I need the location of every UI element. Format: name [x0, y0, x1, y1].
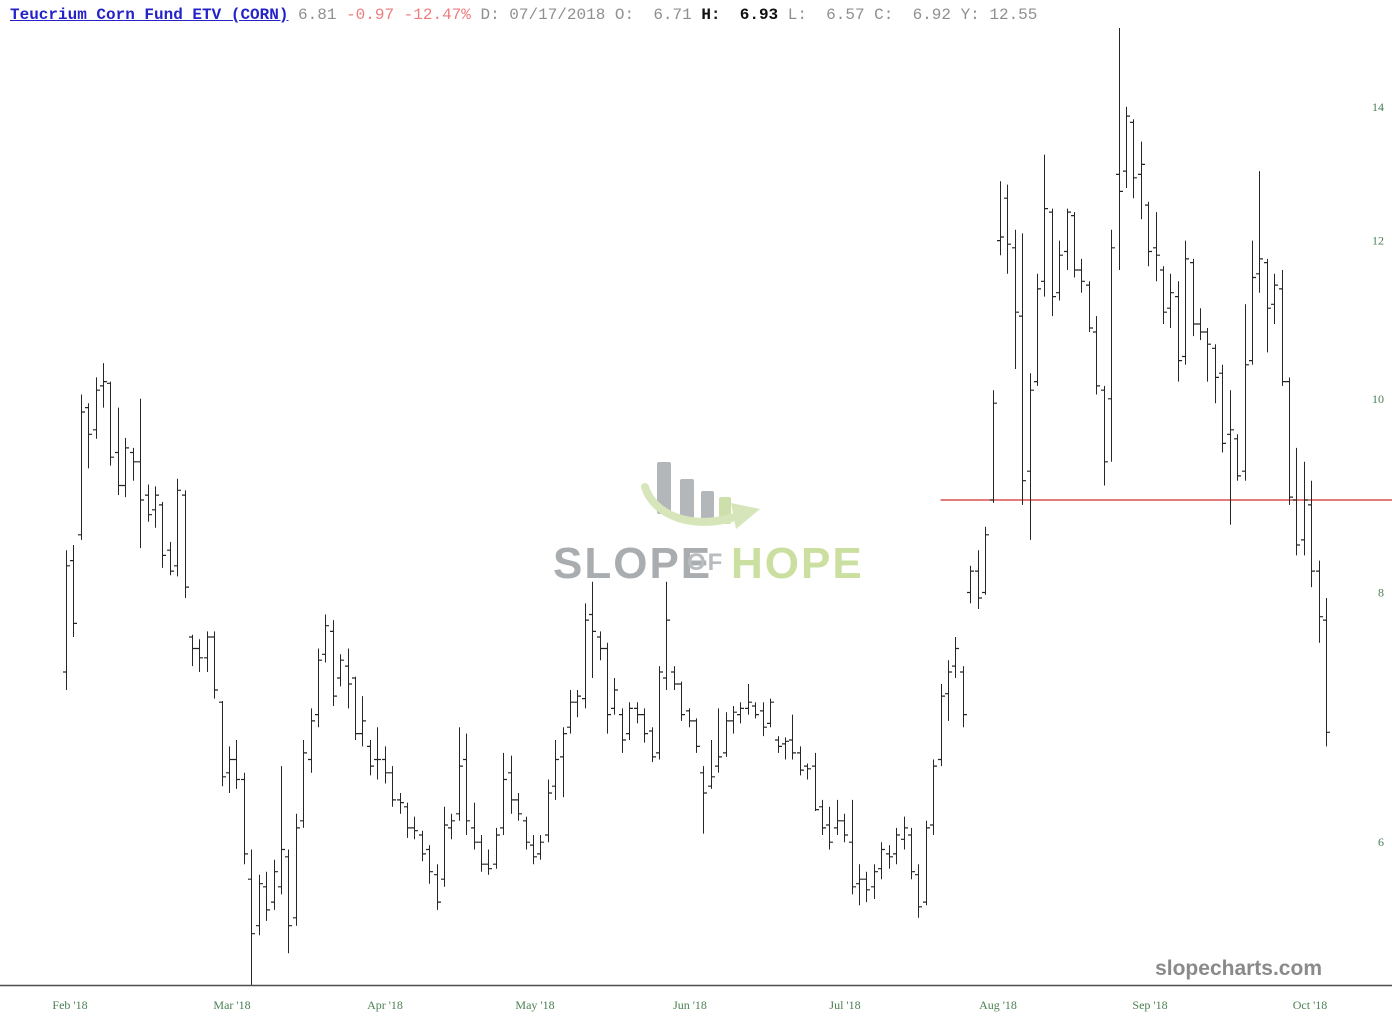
quote-header: Teucrium Corn Fund ETV (CORN) 6.81 -0.97…	[10, 5, 1037, 25]
ohlc-bars	[66, 28, 1327, 985]
x-axis-month-label: Jul '18	[829, 998, 860, 1012]
slopecharts-brand: slopecharts.com	[1155, 957, 1322, 980]
session-high: H: 6.93	[701, 6, 779, 24]
slope-of-hope-logo-icon	[641, 462, 760, 529]
x-axis-month-label: Sep '18	[1132, 998, 1167, 1012]
plot-layer: 14 12 10 8 6 Feb '18 Mar '18 Apr '18 May '18 Jun …	[0, 28, 1392, 1012]
last-price: 6.81	[288, 6, 347, 24]
x-axis-month-label: Feb '18	[52, 998, 87, 1012]
session-low-close-prev: L: 6.57 C: 6.92 Y: 12.55	[778, 6, 1038, 24]
x-axis-month-label: May '18	[515, 998, 554, 1012]
session-date-open: D: 07/17/2018 O: 6.71	[470, 6, 702, 24]
x-axis-month-label: Apr '18	[367, 998, 403, 1012]
watermark-hope-text: HOPE	[731, 539, 864, 588]
y-axis-tick-label: 10	[1372, 392, 1384, 406]
x-axis-month-label: Mar '18	[213, 998, 250, 1012]
y-axis-tick-label: 12	[1372, 234, 1384, 248]
slope-of-hope-watermark: SLOPE OF HOPE	[553, 462, 864, 588]
symbol-title-link[interactable]: Teucrium Corn Fund ETV (CORN)	[10, 6, 289, 24]
x-axis-month-label: Jun '18	[673, 998, 707, 1012]
y-axis-tick-label: 14	[1372, 100, 1384, 114]
watermark-slope-text: SLOPE	[553, 539, 712, 588]
x-axis-month-label: Aug '18	[979, 998, 1017, 1012]
watermark-of-text: OF	[687, 549, 724, 576]
x-axis-month-label: Oct '18	[1293, 998, 1328, 1012]
y-axis-tick-label: 8	[1378, 586, 1384, 600]
y-axis-tick-label: 6	[1378, 835, 1384, 849]
price-change: -0.97 -12.47%	[346, 6, 471, 24]
ohlc-open-close-ticks	[63, 115, 1330, 935]
